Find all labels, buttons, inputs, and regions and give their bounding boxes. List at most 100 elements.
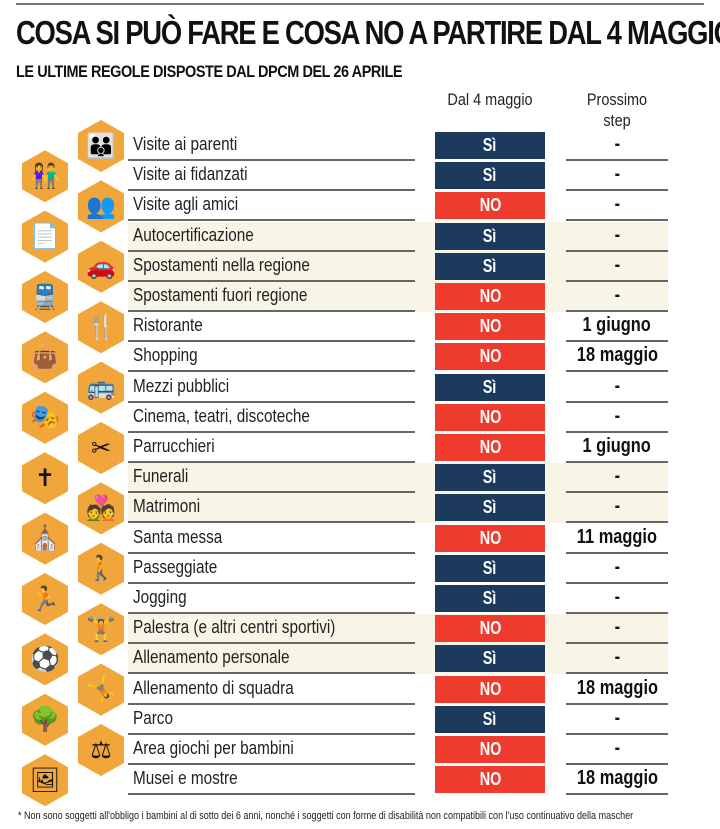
- row-label: Shopping: [133, 345, 198, 366]
- status-badge: NO: [435, 343, 545, 371]
- next-step: 18 maggio: [566, 677, 668, 700]
- status-badge: NO: [435, 615, 545, 643]
- weightlifter-icon: 🏋: [78, 603, 124, 656]
- status-text: NO: [479, 437, 501, 457]
- next-step-text: -: [614, 133, 620, 155]
- row-label: Ristorante: [133, 315, 203, 336]
- next-step-text: -: [614, 706, 620, 729]
- row-divider: [128, 732, 415, 735]
- next-step: 11 maggio: [566, 526, 668, 549]
- table-row: Palestra (e altri centri sportivi) NO -: [128, 614, 668, 645]
- table-row: Mezzi pubblici Sì -: [128, 373, 668, 403]
- table-row: Santa messa NO 11 maggio: [128, 524, 668, 554]
- row-divider: [566, 521, 668, 524]
- row-divider: [566, 763, 668, 765]
- row-divider: [566, 793, 668, 796]
- status-badge: Sì: [435, 494, 545, 522]
- table-row: Passeggiate Sì -: [128, 554, 668, 584]
- next-step-text: -: [614, 253, 620, 276]
- next-step-text: -: [614, 163, 620, 186]
- status-text: Sì: [483, 165, 497, 186]
- row-divider: [128, 702, 415, 705]
- page-subtitle: LE ULTIME REGOLE DISPOSTE DAL DPCM DEL 2…: [16, 62, 403, 81]
- row-divider: [128, 159, 415, 161]
- row-label: Parco: [133, 707, 173, 728]
- status-badge: Sì: [435, 132, 545, 159]
- row-label: Cinema, teatri, discoteche: [133, 405, 310, 426]
- next-step-text: -: [614, 223, 620, 246]
- row-divider: [128, 430, 415, 433]
- next-step-text: -: [614, 495, 620, 518]
- row-label: Passeggiate: [133, 556, 218, 577]
- row-divider: [566, 340, 668, 343]
- tree-icon: 🌳: [22, 693, 68, 746]
- bus-icon: 🚌: [78, 361, 124, 414]
- next-step-text: 1 giugno: [582, 435, 652, 457]
- next-step-text: -: [614, 616, 620, 639]
- table-row: Area giochi per bambini NO -: [128, 735, 668, 765]
- row-label: Visite ai fidanzati: [133, 164, 248, 185]
- table-row: Ristorante NO 1 giugno: [128, 312, 668, 343]
- row-divider: [566, 581, 668, 584]
- row-divider: [128, 340, 415, 343]
- row-divider: [128, 763, 415, 765]
- row-divider: [566, 279, 668, 282]
- table-row: Musei e mostre NO 18 maggio: [128, 765, 668, 796]
- status-badge: NO: [435, 524, 545, 552]
- next-step-text: -: [614, 193, 620, 216]
- column-header-next-2: step: [603, 111, 631, 130]
- row-label: Santa messa: [133, 526, 223, 547]
- status-text: Sì: [483, 376, 497, 397]
- status-badge: Sì: [435, 645, 545, 673]
- row-label: Funerali: [133, 466, 189, 487]
- footnote: * Non sono soggetti all'obbligo i bambin…: [18, 810, 634, 822]
- row-divider: [128, 249, 415, 252]
- table-row: Funerali Sì -: [128, 463, 668, 494]
- table-row: Allenamento di squadra NO 18 maggio: [128, 675, 668, 705]
- row-divider: [128, 370, 415, 373]
- status-badge: NO: [435, 283, 545, 310]
- row-label: Matrimoni: [133, 496, 201, 517]
- row-divider: [128, 400, 415, 403]
- hiker-icon: 🚶: [78, 542, 124, 595]
- row-divider: [128, 279, 415, 282]
- next-step: -: [566, 193, 668, 216]
- status-badge: NO: [435, 403, 545, 431]
- row-divider: [128, 612, 415, 614]
- row-label: Allenamento personale: [133, 647, 290, 668]
- row-divider: [566, 551, 668, 554]
- next-step: 1 giugno: [566, 314, 668, 337]
- family-icon: 👪: [78, 120, 124, 172]
- row-divider: [128, 793, 415, 796]
- status-text: NO: [479, 739, 501, 759]
- next-step: -: [566, 375, 668, 398]
- table-row: Matrimoni Sì -: [128, 493, 668, 524]
- row-divider: [566, 249, 668, 252]
- status-badge: Sì: [435, 464, 545, 492]
- table-row: Autocertificazione Sì -: [128, 221, 668, 252]
- status-text: NO: [479, 195, 501, 216]
- next-step-text: 1 giugno: [582, 314, 652, 337]
- next-step-text: 18 maggio: [576, 767, 658, 790]
- next-step-text: -: [614, 404, 620, 427]
- row-label: Mezzi pubblici: [133, 375, 230, 396]
- row-divider: [128, 310, 415, 312]
- status-text: Sì: [483, 225, 497, 246]
- status-badge: NO: [435, 313, 545, 341]
- status-badge: NO: [435, 736, 545, 763]
- next-step: -: [566, 254, 668, 277]
- row-label: Allenamento di squadra: [133, 677, 294, 698]
- next-step-text: 18 maggio: [576, 344, 658, 367]
- row-divider: [128, 189, 415, 192]
- train-icon: 🚆: [22, 271, 68, 323]
- next-step-text: -: [614, 586, 620, 608]
- status-badge: Sì: [435, 373, 545, 401]
- status-text: NO: [479, 678, 501, 699]
- row-divider: [128, 642, 415, 645]
- status-text: Sì: [483, 588, 497, 608]
- next-step-text: -: [614, 646, 620, 669]
- row-label: Parrucchieri: [133, 436, 215, 456]
- status-badge: Sì: [435, 705, 545, 733]
- row-divider: [128, 461, 415, 463]
- document-icon: 📄: [22, 210, 68, 263]
